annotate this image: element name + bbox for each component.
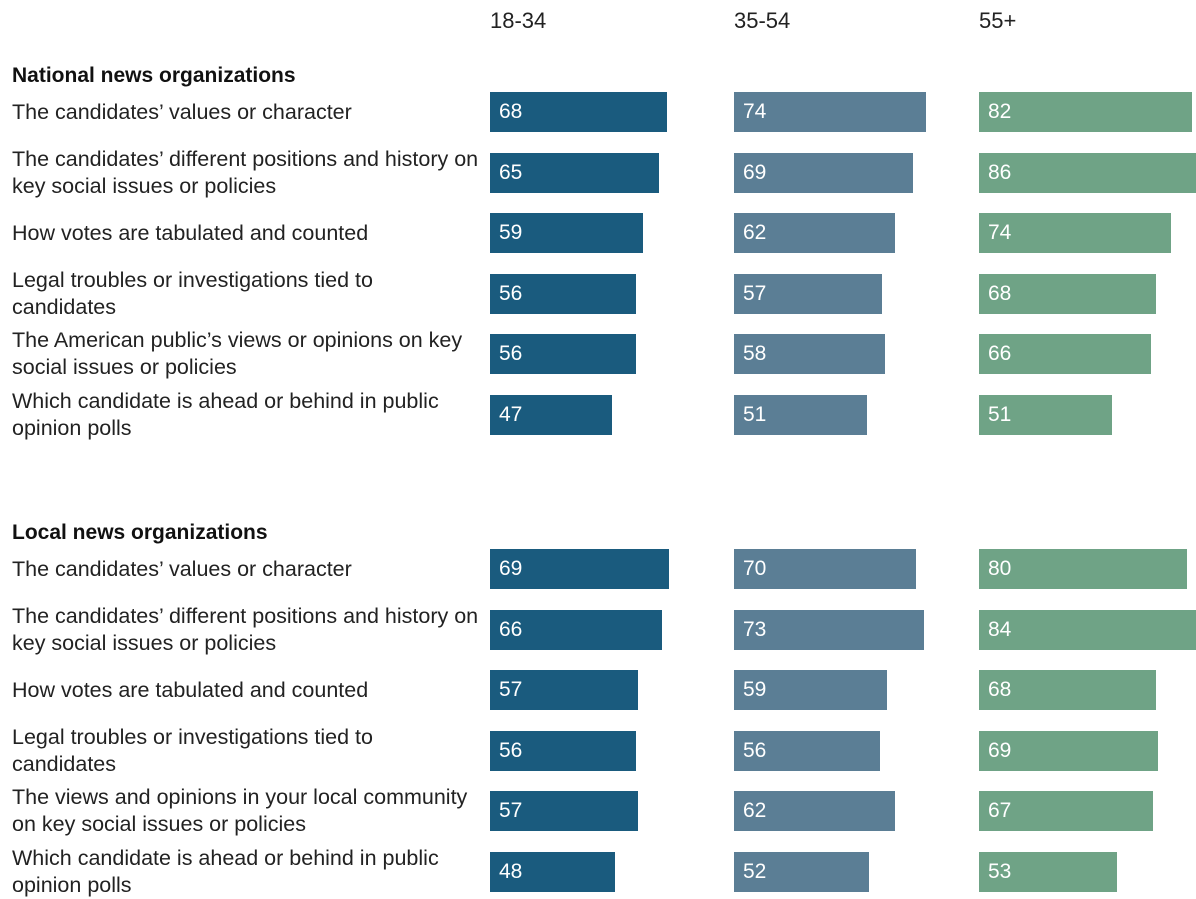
bar-55-1-3: 69 (979, 730, 1159, 771)
bar-55-0-4: 66 (979, 334, 1151, 374)
bar-value-label: 66 (499, 617, 523, 641)
bar-55-0-2: 74 (979, 213, 1172, 253)
row-label: The candidates’ values or character (12, 99, 352, 124)
bar-1834-0-2: 59 (490, 213, 644, 253)
bar-55-0-5: 51 (979, 394, 1112, 435)
bar-value-label: 57 (499, 678, 523, 701)
section-title-1: Local news organizations (12, 521, 268, 544)
bar-value-label: 52 (743, 859, 767, 883)
row-label: Which candidate is ahead or behind in pu… (12, 845, 439, 897)
row-label: The candidates’ values or character (12, 556, 352, 581)
bar-1834-0-1: 65 (490, 152, 659, 193)
row-label: How votes are tabulated and counted (12, 220, 369, 245)
column-header-0: 18-34 (490, 8, 547, 33)
bar-value-label: 82 (988, 100, 1012, 123)
bar-value-label: 56 (743, 738, 767, 762)
bar-1834-0-5: 47 (490, 394, 613, 435)
bar-3554-0-5: 51 (734, 394, 867, 435)
bar-3554-0-3: 57 (734, 273, 883, 314)
bar-value-label: 57 (499, 799, 523, 822)
section-title-0: National news organizations (12, 64, 296, 87)
bar-value-label: 86 (988, 160, 1012, 184)
bar-value-label: 68 (499, 100, 523, 123)
bar-value-label: 56 (499, 738, 523, 762)
row-label: The candidates’ different positions and … (12, 603, 479, 655)
bar-value-label: 65 (499, 160, 523, 184)
bar-value-label: 47 (499, 402, 523, 426)
row-label: The candidates’ different positions and … (12, 146, 479, 198)
bar-3554-1-0: 70 (734, 549, 916, 589)
bar-1834-0-0: 68 (490, 92, 667, 132)
bar-value-label: 57 (743, 281, 767, 305)
bar-55-0-1: 86 (979, 152, 1196, 193)
bar-3554-1-2: 59 (734, 670, 888, 710)
bar-1834-1-1: 66 (490, 609, 662, 650)
bar-3554-1-4: 62 (734, 791, 896, 831)
bar-value-label: 51 (743, 402, 767, 426)
bar-value-label: 66 (988, 342, 1012, 365)
bar-value-label: 58 (743, 342, 767, 365)
bar-3554-0-4: 58 (734, 334, 885, 374)
bar-value-label: 69 (499, 557, 523, 580)
bar-value-label: 56 (499, 342, 523, 365)
bar-3554-0-0: 74 (734, 92, 927, 132)
column-header-2: 55+ (979, 8, 1017, 33)
bar-1834-1-5: 48 (490, 851, 615, 892)
bar-55-0-0: 82 (979, 92, 1193, 132)
bar-1834-1-2: 57 (490, 670, 639, 710)
bar-55-1-4: 67 (979, 791, 1154, 831)
bar-value-label: 73 (743, 617, 767, 641)
bar-3554-0-2: 62 (734, 213, 896, 253)
bar-value-label: 59 (743, 678, 767, 701)
row-label: Legal troubles or investigations tied to… (12, 724, 373, 776)
bar-1834-1-4: 57 (490, 791, 639, 831)
bar-value-label: 56 (499, 281, 523, 305)
row-label: Legal troubles or investigations tied to… (12, 267, 373, 319)
bar-value-label: 69 (743, 160, 767, 184)
bar-value-label: 51 (988, 402, 1012, 426)
bar-55-1-2: 68 (979, 670, 1156, 710)
bar-value-label: 69 (988, 738, 1012, 762)
bar-value-label: 62 (743, 221, 767, 244)
row-label: Which candidate is ahead or behind in pu… (12, 388, 439, 440)
bar-1834-1-3: 56 (490, 730, 636, 771)
bar-value-label: 59 (499, 221, 523, 244)
bar-value-label: 74 (743, 100, 767, 123)
bar-value-label: 67 (988, 799, 1012, 822)
bar-value-label: 68 (988, 281, 1012, 305)
row-label: The views and opinions in your local com… (12, 785, 468, 836)
bar-value-label: 84 (988, 617, 1012, 641)
bar-55-1-5: 53 (979, 851, 1117, 892)
bar-1834-1-0: 69 (490, 549, 670, 589)
bar-value-label: 68 (988, 678, 1012, 701)
bar-value-label: 70 (743, 557, 767, 580)
bar-3554-1-5: 52 (734, 851, 870, 892)
bar-value-label: 62 (743, 799, 767, 822)
bar-55-1-0: 80 (979, 549, 1187, 589)
bar-3554-1-3: 56 (734, 730, 880, 771)
bar-55-0-3: 68 (979, 273, 1156, 314)
bar-value-label: 80 (988, 557, 1012, 580)
bar-1834-0-3: 56 (490, 273, 636, 314)
row-label: How votes are tabulated and counted (12, 677, 369, 702)
bar-value-label: 48 (499, 859, 523, 883)
column-header-1: 35-54 (734, 8, 791, 33)
bar-55-1-1: 84 (979, 609, 1196, 650)
bar-value-label: 53 (988, 859, 1012, 883)
bar-value-label: 74 (988, 221, 1012, 244)
bar-3554-0-1: 69 (734, 152, 914, 193)
bar-1834-0-4: 56 (490, 334, 636, 374)
row-label: The American public’s views or opinions … (12, 328, 463, 379)
bar-3554-1-1: 73 (734, 609, 924, 650)
